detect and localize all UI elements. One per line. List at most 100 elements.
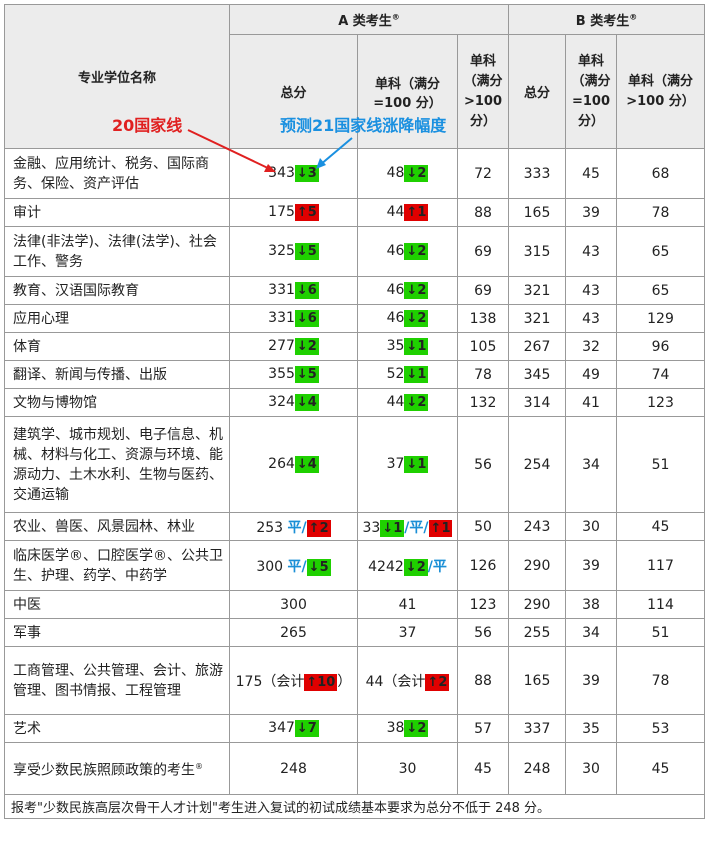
change-value: 1	[417, 205, 427, 220]
table-row: 金融、应用统计、税务、国际商务、保险、资产评估 343 ↓3 48 ↓2 72 333 45 6…	[4, 148, 705, 199]
b-single100-cell: 32	[565, 332, 617, 361]
b-single-gt100-value: 53	[651, 720, 670, 737]
a-single-gt100-cell: 69	[457, 276, 509, 305]
down-arrow-icon: ↓	[406, 166, 418, 181]
change-value: 7	[307, 721, 317, 736]
b-single100-value: 32	[582, 338, 600, 355]
b-single-gt100-value: 129	[647, 310, 674, 327]
table-row: 临床医学®、口腔医学®、公共卫生、护理、药学、中药学 300 平/↓5 4242 ↓2…	[4, 540, 705, 591]
a-single100-cell: 33 ↓1/平/↑1	[357, 512, 458, 541]
major-name-cell: 工商管理、公共管理、会计、旅游管理、图书情报、工程管理	[4, 646, 230, 715]
b-single-gt100-value: 45	[651, 760, 670, 777]
a-single-gt100-value: 123	[469, 596, 497, 613]
major-name-cell: 临床医学®、口腔医学®、公共卫生、护理、药学、中药学	[4, 540, 230, 591]
up-arrow-icon: ↑	[427, 674, 439, 690]
a-single100-value: 33	[362, 519, 381, 536]
a-total-cell: 355 ↓5	[229, 360, 358, 389]
change-value: 5	[307, 205, 317, 220]
b-single-gt100-value: 78	[651, 204, 670, 221]
b-single-gt100-cell: 117	[616, 540, 705, 591]
change-value: 2	[438, 674, 448, 690]
major-name: 翻译、新闻与传播、出版	[13, 366, 167, 383]
b-single-gt100-cell: 51	[616, 618, 705, 647]
a-single100-cell: 30	[357, 742, 458, 795]
b-single-gt100-cell: 65	[616, 276, 705, 305]
b-total-cell: 333	[508, 148, 566, 199]
up-change-badge: ↑1	[428, 519, 453, 537]
down-arrow-icon: ↓	[406, 311, 418, 326]
a-single-gt100-value: 45	[474, 760, 492, 777]
header-name: 专业学位名称	[4, 4, 230, 149]
a-single-gt100-cell: 56	[457, 416, 509, 513]
down-change-badge: ↓2	[404, 282, 429, 299]
b-total-cell: 290	[508, 540, 566, 591]
b-single100-cell: 43	[565, 304, 617, 333]
b-total-cell: 321	[508, 276, 566, 305]
a-single-gt100-value: 88	[474, 672, 492, 689]
a-single-gt100-cell: 105	[457, 332, 509, 361]
down-change-badge: ↓5	[306, 558, 331, 576]
b-single-gt100-value: 74	[651, 366, 670, 383]
a-single-gt100-value: 69	[474, 243, 492, 260]
a-single100-value: 46	[386, 310, 405, 326]
table-row: 体育 277 ↓2 35 ↓1 105 267 32 96	[4, 332, 705, 361]
major-name-cell: 应用心理	[4, 304, 230, 333]
a-single-gt100-cell: 78	[457, 360, 509, 389]
a-single-gt100-cell: 126	[457, 540, 509, 591]
change-value: 4	[307, 457, 317, 472]
slash: /	[404, 519, 410, 536]
a-total-cell: 331 ↓6	[229, 304, 358, 333]
a-single100-cell: 38 ↓2	[357, 714, 458, 743]
a-single100-cell: 46 ↓2	[357, 304, 458, 333]
b-total-cell: 315	[508, 226, 566, 277]
b-single-gt100-value: 51	[651, 624, 670, 641]
change-value: 6	[307, 283, 317, 298]
a-total-value: 264	[268, 456, 295, 472]
b-single100-cell: 41	[565, 388, 617, 417]
flat-label: 平	[432, 558, 447, 575]
a-single-gt100-cell: 69	[457, 226, 509, 277]
change-value: 2	[307, 339, 317, 354]
b-single-gt100-cell: 96	[616, 332, 705, 361]
a-single-gt100-cell: 88	[457, 646, 509, 715]
a-single100-value: 46	[386, 282, 405, 298]
a-total-cell: 175 ↑5	[229, 198, 358, 227]
b-single100-value: 45	[582, 165, 600, 182]
slash: /	[423, 519, 429, 536]
b-single100-value: 38	[582, 596, 600, 613]
table-row: 审计 175 ↑5 44 ↑1 88 165 39 78	[4, 198, 705, 227]
a-single-gt100-value: 72	[474, 165, 492, 182]
b-single100-value: 49	[582, 366, 600, 383]
change-value: 1	[393, 520, 403, 536]
b-total-cell: 290	[508, 590, 566, 619]
a-total-cell: 265	[229, 618, 358, 647]
a-single100-value: 4242	[368, 558, 404, 575]
b-total-value: 290	[523, 596, 551, 613]
superscript: ®	[195, 761, 203, 771]
b-total-value: 267	[523, 338, 551, 355]
table-row: 工商管理、公共管理、会计、旅游管理、图书情报、工程管理 175（会计 ↑10） 44（…	[4, 646, 705, 715]
down-change-badge: ↓6	[294, 310, 319, 327]
forecast-annotation: 预测21国家线涨降幅度	[280, 116, 447, 135]
b-single100-value: 30	[582, 518, 600, 535]
a-single100-cell: 35 ↓1	[357, 332, 458, 361]
major-name: 农业、兽医、风景园林、林业	[13, 518, 195, 535]
b-total-cell: 314	[508, 388, 566, 417]
a-total-value: 324	[268, 394, 295, 410]
a-total-value: 325	[268, 243, 295, 259]
down-change-badge: ↓2	[404, 310, 429, 327]
change-value: 6	[307, 311, 317, 326]
a-total-value: 355	[268, 366, 295, 382]
down-change-badge: ↓3	[294, 165, 319, 182]
a-single-gt100-value: 138	[469, 310, 497, 327]
major-name-cell: 军事	[4, 618, 230, 647]
a-total-cell: 253 平/↑2	[229, 512, 358, 541]
flat-label: 平	[409, 519, 424, 536]
b-single-gt100-cell: 78	[616, 646, 705, 715]
a-single100-cell: 46 ↓2	[357, 226, 458, 277]
a-single100-value: 30	[398, 760, 417, 777]
major-name-cell: 艺术	[4, 714, 230, 743]
down-arrow-icon: ↓	[296, 367, 308, 382]
down-change-badge: ↓2	[404, 394, 429, 411]
major-name: 享受少数民族照顾政策的考生	[13, 762, 195, 779]
